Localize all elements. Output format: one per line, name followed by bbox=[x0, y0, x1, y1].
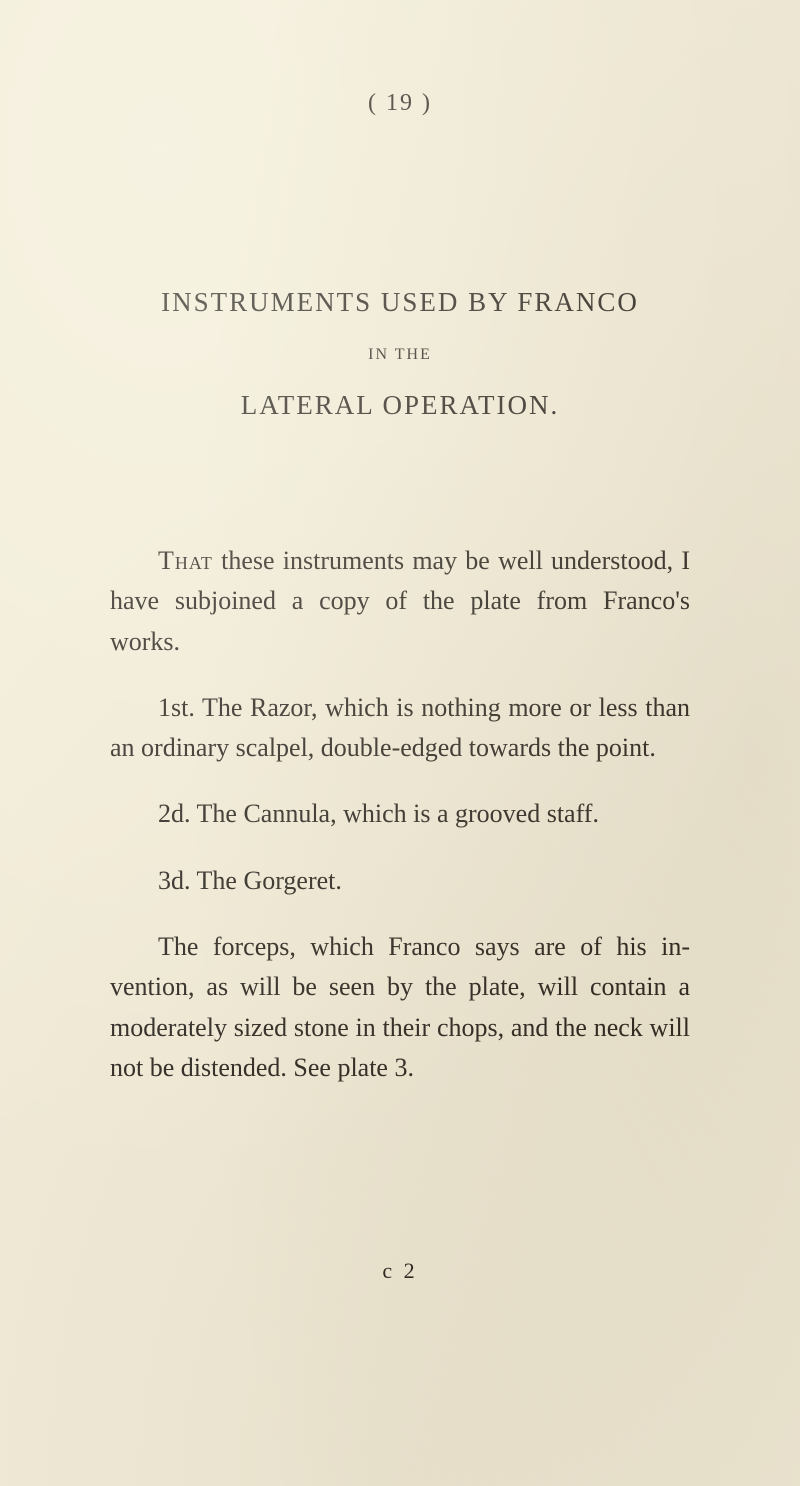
paragraph-3: 2d. The Cannula, which is a grooved staf… bbox=[110, 794, 690, 834]
title-main: INSTRUMENTS USED BY FRANCO bbox=[110, 287, 690, 318]
scanned-page: ( 19 ) INSTRUMENTS USED BY FRANCO IN THE… bbox=[0, 0, 800, 1486]
body-text: That these instruments may be well under… bbox=[110, 541, 690, 1088]
page-number: ( 19 ) bbox=[110, 90, 690, 117]
paragraph-1: That these instruments may be well under… bbox=[110, 541, 690, 662]
title-in-the: IN THE bbox=[110, 346, 690, 364]
paragraph-4: 3d. The Gorgeret. bbox=[110, 861, 690, 901]
paragraph-5: The forceps, which Franco says are of hi… bbox=[110, 927, 690, 1088]
paragraph-1-leadword: That bbox=[158, 546, 213, 575]
gathering-signature: c 2 bbox=[110, 1258, 690, 1284]
title-sub: LATERAL OPERATION. bbox=[110, 390, 690, 421]
paragraph-2: 1st. The Razor, which is nothing more or… bbox=[110, 688, 690, 769]
